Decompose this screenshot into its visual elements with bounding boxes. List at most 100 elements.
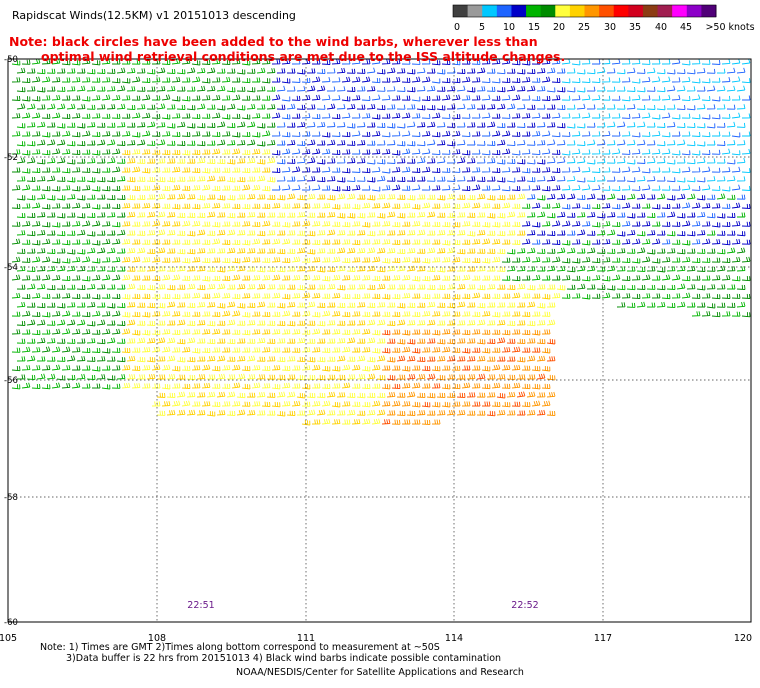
wind-barb — [421, 59, 431, 65]
wind-barb — [521, 311, 531, 317]
wind-barb — [516, 247, 526, 254]
wind-barb — [531, 130, 541, 137]
wind-barb — [271, 77, 281, 83]
wind-barb — [571, 78, 581, 84]
wind-barb — [111, 78, 121, 84]
wind-barb — [361, 383, 371, 390]
wind-barb — [536, 176, 546, 182]
wind-barb — [446, 85, 456, 92]
legend-swatch — [686, 5, 702, 17]
wind-barb — [336, 284, 346, 291]
wind-barb — [126, 158, 136, 164]
wind-barb — [416, 121, 426, 128]
wind-barb — [216, 85, 226, 92]
wind-barb — [471, 275, 481, 281]
wind-barb — [211, 238, 221, 245]
wind-barb — [656, 141, 666, 147]
wind-barb — [26, 212, 36, 219]
wind-barb — [296, 194, 306, 201]
wind-barb — [671, 257, 681, 263]
wind-barb — [576, 212, 586, 218]
wind-barb — [121, 347, 131, 354]
wind-barb — [347, 230, 356, 236]
legend-label: 15 — [528, 22, 540, 33]
wind-barb — [236, 373, 246, 380]
wind-barb — [581, 240, 591, 246]
wind-barb — [631, 185, 641, 191]
wind-barb — [261, 59, 271, 65]
wind-barb — [481, 347, 491, 354]
wind-barb — [451, 329, 461, 335]
wind-barb — [351, 364, 361, 371]
wind-barb — [36, 104, 46, 110]
wind-barb — [651, 293, 661, 299]
wind-barb — [166, 158, 176, 164]
wind-barb — [536, 86, 546, 92]
wind-barb — [716, 140, 726, 146]
wind-barb — [251, 148, 261, 155]
wind-barb — [16, 284, 26, 290]
wind-barb — [156, 85, 166, 92]
wind-barb — [526, 391, 536, 398]
wind-barb — [436, 86, 446, 92]
wind-barb — [531, 150, 541, 156]
wind-barb — [351, 203, 361, 210]
wind-barb — [551, 149, 561, 155]
wind-barb — [651, 185, 661, 191]
wind-barb — [211, 365, 221, 372]
wind-barb — [216, 158, 226, 165]
wind-barb — [741, 168, 751, 174]
wind-barb — [246, 211, 256, 218]
wind-barb — [266, 338, 276, 344]
wind-barb — [596, 67, 606, 74]
wind-barb — [86, 321, 96, 327]
wind-barb — [206, 158, 216, 164]
wind-barb — [21, 184, 31, 191]
wind-barb — [141, 311, 151, 318]
wind-barb — [117, 212, 126, 218]
wind-barb — [566, 104, 576, 110]
wind-barb — [256, 194, 266, 200]
wind-barb — [666, 69, 676, 75]
wind-barb — [321, 257, 331, 263]
wind-barb — [181, 58, 191, 65]
wind-barb — [471, 292, 481, 299]
wind-barb — [291, 347, 301, 353]
wind-barb — [666, 231, 676, 237]
wind-barb — [621, 293, 631, 299]
wind-barb — [471, 202, 481, 209]
wind-barb — [351, 130, 361, 137]
wind-barb — [431, 401, 441, 408]
wind-barb — [206, 230, 216, 236]
wind-barb — [431, 185, 441, 191]
wind-barb — [216, 139, 226, 146]
wind-barb — [106, 194, 116, 201]
wind-barb — [41, 204, 51, 210]
credit-line: NOAA/NESDIS/Center for Satellite Applica… — [236, 667, 524, 678]
wind-barb — [631, 166, 641, 173]
wind-barb — [496, 392, 506, 399]
wind-barb — [701, 59, 711, 65]
wind-barb — [482, 275, 491, 281]
wind-barb — [266, 139, 276, 146]
wind-barb — [186, 194, 196, 200]
wind-barb — [156, 229, 166, 236]
wind-barb — [296, 140, 306, 146]
wind-barb — [436, 410, 446, 416]
wind-barb — [391, 239, 401, 246]
wind-barb — [151, 220, 161, 227]
wind-barb — [231, 364, 241, 371]
wind-barb — [171, 131, 181, 137]
wind-barb — [31, 112, 41, 119]
wind-barb — [221, 131, 231, 137]
wind-barb — [336, 193, 346, 200]
wind-barb — [531, 311, 541, 317]
wind-barb — [476, 104, 486, 110]
wind-barb — [176, 212, 186, 218]
wind-barb — [146, 121, 156, 128]
wind-barb — [316, 284, 326, 290]
wind-barb — [526, 284, 536, 291]
wind-barb — [726, 230, 736, 236]
wind-barb — [181, 77, 191, 83]
wind-barb — [646, 302, 656, 308]
